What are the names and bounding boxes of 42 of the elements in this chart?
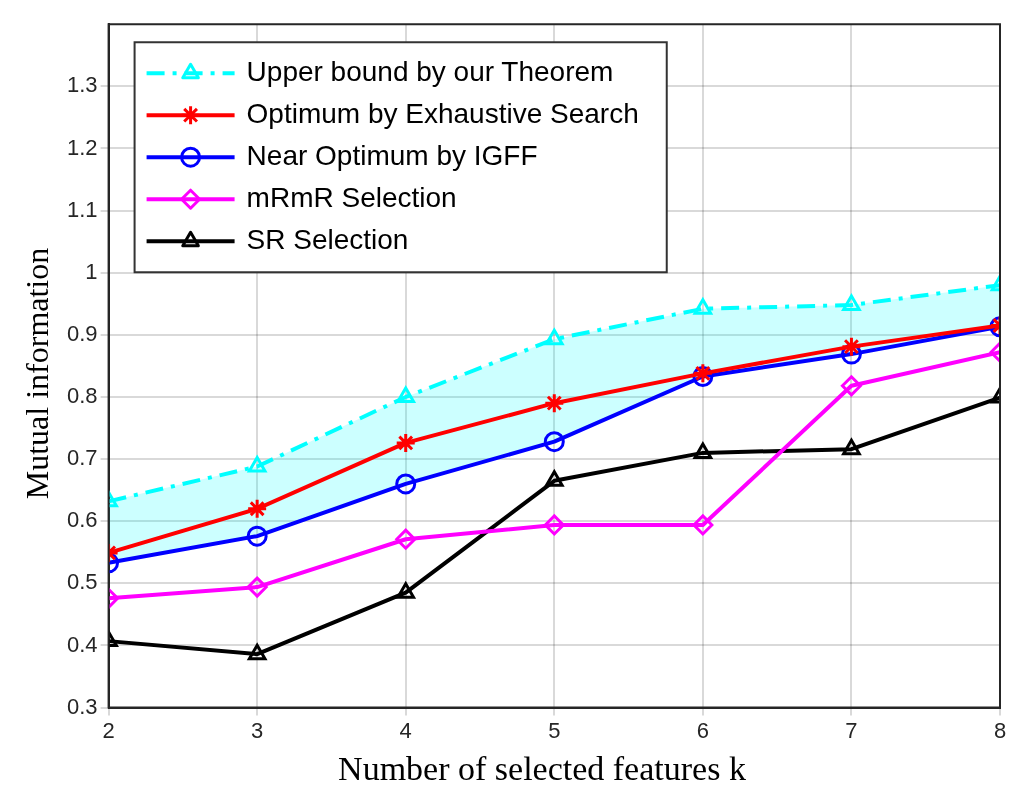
legend-label: SR Selection: [246, 223, 409, 255]
point: [543, 431, 565, 453]
x-tick-label: 3: [251, 717, 264, 743]
x-tick-label: 2: [102, 717, 115, 743]
y-tick-label: 1.2: [66, 134, 98, 160]
x-tick-label: 5: [548, 717, 561, 743]
point: [543, 392, 565, 414]
x-tick-label: 8: [993, 717, 1007, 743]
legend-label: mRmR Selection: [246, 181, 457, 213]
legend-label: Upper bound by our Theorem: [246, 55, 614, 87]
y-tick-label: 0.5: [66, 569, 98, 595]
point: [842, 294, 861, 312]
x-tick-label: 4: [399, 717, 412, 743]
y-axis-title: Mutual information: [19, 247, 56, 499]
legend-label: Near Optimum by IGFF: [246, 139, 538, 171]
point: [842, 438, 861, 456]
y-tick-label: 0.6: [66, 507, 98, 533]
point: [840, 336, 862, 358]
x-axis-title: Number of selected features k: [338, 750, 746, 787]
y-tick-label: 1.3: [66, 72, 98, 98]
y-tick-label: 0.8: [66, 383, 98, 409]
point: [396, 386, 416, 403]
point: [395, 528, 417, 550]
y-tick-label: 0.7: [66, 445, 98, 471]
x-tick-label: 7: [845, 717, 858, 743]
point: [545, 470, 564, 487]
point: [545, 328, 564, 346]
y-tick-label: 1: [85, 258, 98, 284]
point: [543, 514, 565, 536]
point: [693, 442, 713, 459]
point: [395, 432, 417, 454]
point: [692, 514, 714, 536]
y-tick-label: 1.1: [66, 196, 98, 222]
point: [840, 375, 862, 397]
point: [693, 298, 713, 315]
legend-label: Optimum by Exhaustive Search: [246, 97, 639, 129]
point: [395, 473, 417, 495]
y-tick-label: 0.9: [66, 320, 98, 346]
y-tick-label: 0.3: [66, 693, 98, 719]
point: [396, 582, 416, 599]
y-tick-label: 0.4: [66, 631, 98, 657]
x-tick-label: 6: [696, 717, 709, 743]
